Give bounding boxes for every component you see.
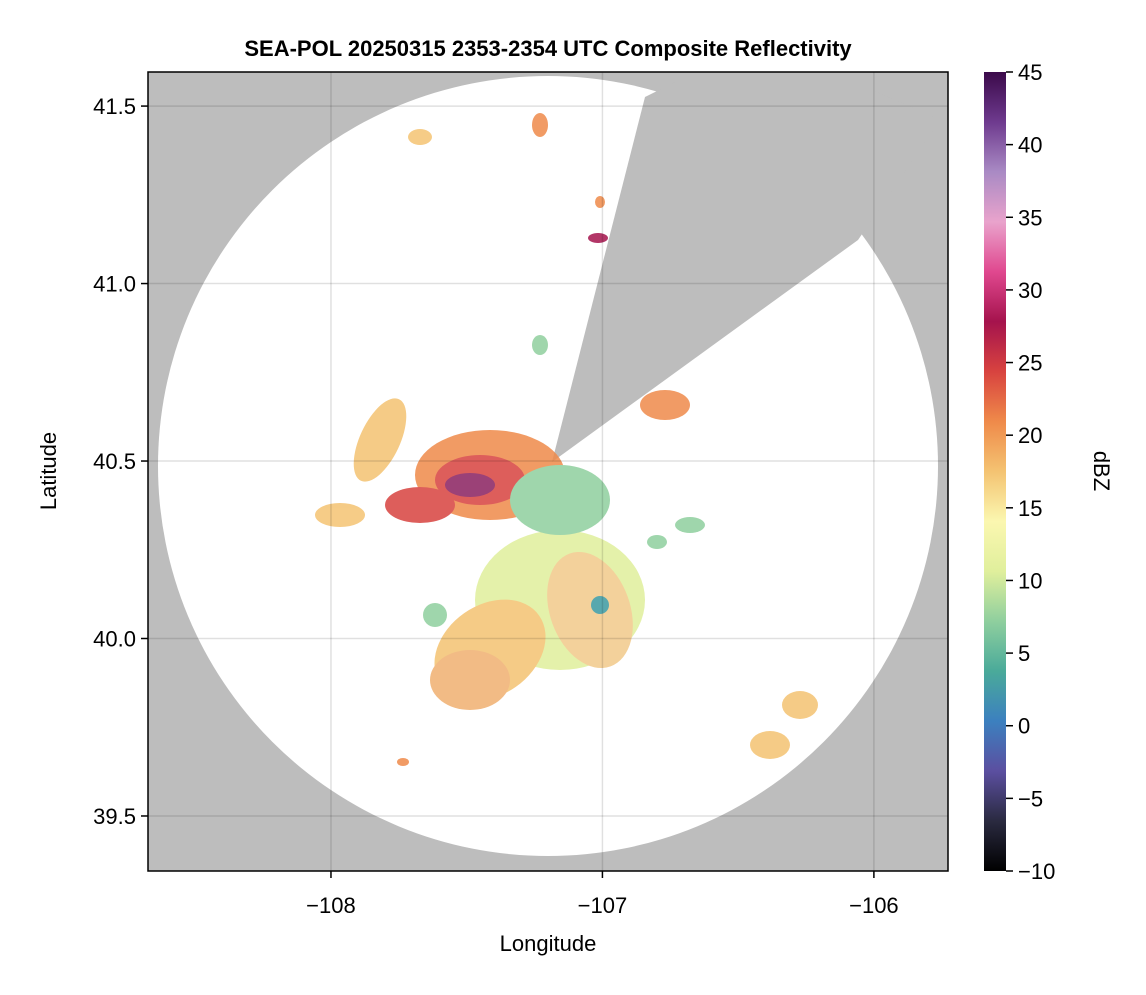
x-tick-label: −107 [578, 893, 628, 918]
colorbar-tick-label: 20 [1018, 423, 1042, 448]
x-tick-label: −108 [306, 893, 356, 918]
colorbar-tick-label: 40 [1018, 133, 1042, 158]
y-tick-label: 41.5 [93, 94, 136, 119]
colorbar [984, 72, 1006, 871]
colorbar-tick-label: 15 [1018, 496, 1042, 521]
colorbar-tick-label: 30 [1018, 278, 1042, 303]
chart-title: SEA-POL 20250315 2353-2354 UTC Composite… [244, 36, 852, 61]
colorbar-tick-label: 35 [1018, 205, 1042, 230]
grid [148, 72, 948, 871]
x-tick-label: −106 [849, 893, 899, 918]
x-axis-label: Longitude [500, 931, 597, 956]
colorbar-tick-label: 25 [1018, 351, 1042, 376]
y-tick-label: 40.0 [93, 627, 136, 652]
radar-field [148, 72, 948, 871]
y-axis-label: Latitude [36, 432, 61, 510]
y-tick-label: 40.5 [93, 449, 136, 474]
plot-frame [147, 71, 949, 872]
colorbar-tick-label: 10 [1018, 568, 1042, 593]
colorbar-tick-label: −10 [1018, 859, 1055, 884]
colorbar-tick-label: 5 [1018, 641, 1030, 666]
colorbar-tick-label: 0 [1018, 714, 1030, 739]
y-tick-label: 39.5 [93, 804, 136, 829]
colorbar-tick-label: 45 [1018, 60, 1042, 85]
y-tick-label: 41.0 [93, 272, 136, 297]
colorbar-tick-label: −5 [1018, 786, 1043, 811]
echoes [315, 113, 818, 766]
blocked-sector [552, 72, 940, 462]
colorbar-label: dBZ [1089, 451, 1114, 491]
